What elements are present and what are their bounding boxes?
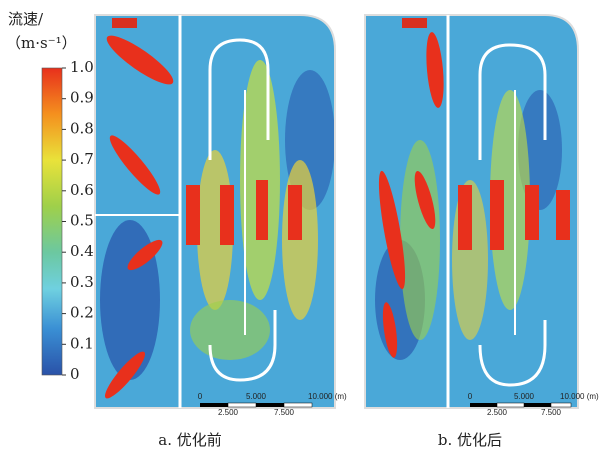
legend-title: 流速/: [8, 10, 44, 28]
scale-bar-b: [470, 402, 572, 408]
caption: a. 优化前: [158, 431, 221, 449]
scale-label: 0: [468, 392, 473, 401]
scale-label: 2.500: [218, 408, 239, 417]
legend-unit: （m·s⁻¹）: [6, 34, 77, 52]
panel-a-contour: [95, 15, 335, 408]
scale-label: 7.500: [541, 408, 562, 417]
colorbar-label: 0: [70, 365, 80, 383]
scale-label: 0: [198, 392, 203, 401]
scale-label: 7.500: [274, 408, 295, 417]
scale-label: 2.500: [487, 408, 508, 417]
scale-label: 10.000 (m): [308, 392, 347, 401]
colorbar: [41, 67, 63, 376]
scale-label: 5.000: [514, 392, 535, 401]
scale-label: 5.000: [246, 392, 267, 401]
panel-b-contour: [365, 15, 578, 408]
caption: b. 优化后: [438, 431, 502, 449]
scale-label: 10.000 (m): [560, 392, 599, 401]
scale-bar-a: [200, 402, 313, 408]
